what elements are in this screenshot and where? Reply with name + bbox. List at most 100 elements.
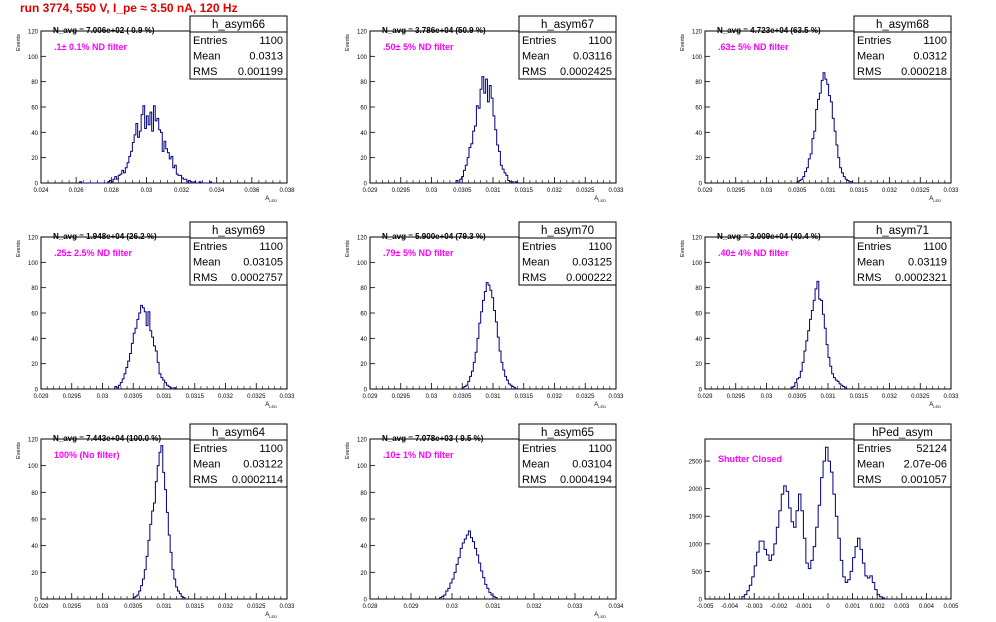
stats-label: Entries [193,443,228,455]
panel-annotation: .1± 0.1% ND filter [54,42,127,52]
stats-value: 1100 [259,241,283,253]
y-tick-label: 60 [695,106,702,112]
stats-box-title: h_asym69 [212,225,265,237]
x-tick-label: 0.029 [33,604,49,610]
y-tick-label: 120 [357,438,368,444]
panel-title: N_avg = 4.723e+04 (63.5 %) [717,26,821,35]
x-tick-label: 0.031 [485,394,501,400]
stats-value: 0.001057 [901,474,947,486]
panel-title: N_avg = 7.443e+04 (100.0 %) [53,434,161,443]
x-axis-title: ALED [265,402,277,409]
x-tick-label: 0.0295 [392,394,411,400]
stats-value: 1100 [259,443,283,455]
stats-box [518,423,617,488]
stats-value: 0.0002321 [895,272,947,284]
y-tick-label: 40 [360,131,367,137]
histogram-panel-h_asym64: 0 20 40 60 80 100 120 0.029 0.0295 0.03 0.0305 0.03… [16,423,295,619]
histogram-series-h_asym64 [132,445,186,599]
histogram-panel-h_asym65: 0 20 40 60 80 100 120 0.028 0.029 0.03 0.031 0.032 0… [345,423,624,619]
x-tick-label: 0.029 [362,394,378,400]
y-tick-label: 20 [360,571,367,577]
x-tick-label: -0.005 [696,604,714,610]
y-tick-label: 0 [35,182,39,188]
stats-box [189,221,288,286]
stats-label: Entries [193,35,228,47]
y-tick-label: 80 [360,491,367,497]
x-tick-label: 0.033 [608,188,624,194]
y-tick-label: 100 [357,464,368,470]
x-tick-label: 0.031 [485,604,501,610]
x-tick-label: 0.032 [526,604,542,610]
stats-value: 0.0002757 [231,272,283,284]
panel-annotation: .40± 4% ND filter [718,248,789,258]
y-tick-label: 120 [28,30,39,36]
y-tick-label: 120 [357,236,368,242]
stats-box [189,15,288,80]
panel-title: N_avg = 7.078e+03 ( 9.5 %) [382,434,484,443]
y-tick-label: 0 [699,598,703,604]
x-tick-label: 0.03 [97,604,109,610]
y-tick-label: 60 [360,106,367,112]
histogram-series-h_asym70 [461,282,517,389]
histogram-series-hPed_asym [741,446,886,599]
x-tick-label: 0.03 [761,188,773,194]
stats-label: RMS [193,272,217,284]
stats-label: Mean [857,459,885,471]
stats-label: RMS [193,66,217,78]
histogram-panel-h_asym66: 0 20 40 60 80 100 120 0.024 0.026 0.028 0.03 0.032 0… [16,15,295,203]
x-axis-title: ALED [594,612,606,619]
x-tick-label: 0.028 [362,604,378,610]
stats-value: 1100 [588,35,612,47]
histogram-panel-hPed_asym: 0 500 1000 1500 2000 2500 -0.005 -0.004 -0.003 -0… [689,423,959,610]
y-tick-label: 40 [360,337,367,343]
y-tick-label: 80 [31,491,38,497]
stats-value: 0.0312 [913,51,947,63]
x-tick-label: -0.003 [746,604,764,610]
y-tick-label: 40 [31,544,38,550]
x-tick-label: 0.029 [33,394,49,400]
panel-title: N_avg = 3.009e+04 (40.4 %) [717,232,821,241]
y-tick-label: 60 [360,518,367,524]
stats-value: 2.07e-06 [904,459,947,471]
y-tick-label: 100 [28,261,39,267]
histogram-panel-h_asym71: 0 20 40 60 80 100 120 0.029 0.0295 0.03 0.0305 0.03… [680,221,959,409]
stats-label: RMS [522,272,546,284]
page-title: run 3774, 550 V, I_pe ≈ 3.50 nA, 120 Hz [20,1,238,15]
x-tick-label: 0.03 [761,394,773,400]
x-tick-label: 0.0315 [515,188,534,194]
panel-annotation: .63± 5% ND filter [718,42,789,52]
stats-label: Mean [193,257,221,269]
x-tick-label: 0.0305 [124,394,143,400]
stats-value: 0.0002114 [232,474,283,486]
y-tick-label: 120 [28,438,39,444]
panel-annotation: .25± 2.5% ND filter [54,248,132,258]
stats-value: 1100 [259,35,283,47]
x-tick-label: 0.032 [218,604,234,610]
stats-label: RMS [857,66,881,78]
stats-value: 0.03119 [908,257,947,269]
y-axis-title: Events [345,240,351,257]
x-tick-label: 0.0305 [124,604,143,610]
panel-annotation: .79± 5% ND filter [383,248,454,258]
x-tick-label: 0.03 [426,188,438,194]
x-tick-label: 0.032 [218,394,234,400]
x-tick-label: 0.0315 [186,394,205,400]
x-tick-label: 0.0315 [186,604,205,610]
y-tick-label: 80 [31,80,38,86]
x-tick-label: 0.0295 [727,188,746,194]
y-tick-label: 60 [31,106,38,112]
x-tick-label: 0.032 [547,394,563,400]
x-tick-label: 0.03 [141,188,153,194]
x-axis-title: ALED [265,196,277,203]
y-tick-label: 0 [364,598,368,604]
stats-value: 1100 [588,443,612,455]
y-tick-label: 0 [364,182,368,188]
y-tick-label: 20 [695,156,702,162]
stats-value: 0.03104 [572,459,612,471]
stats-value: 0.03116 [573,51,612,63]
x-tick-label: 0.034 [608,604,624,610]
stats-label: Mean [193,51,221,63]
x-tick-label: 0.033 [608,394,624,400]
x-tick-label: 0.029 [403,604,419,610]
histogram-series-h_asym71 [790,280,847,389]
